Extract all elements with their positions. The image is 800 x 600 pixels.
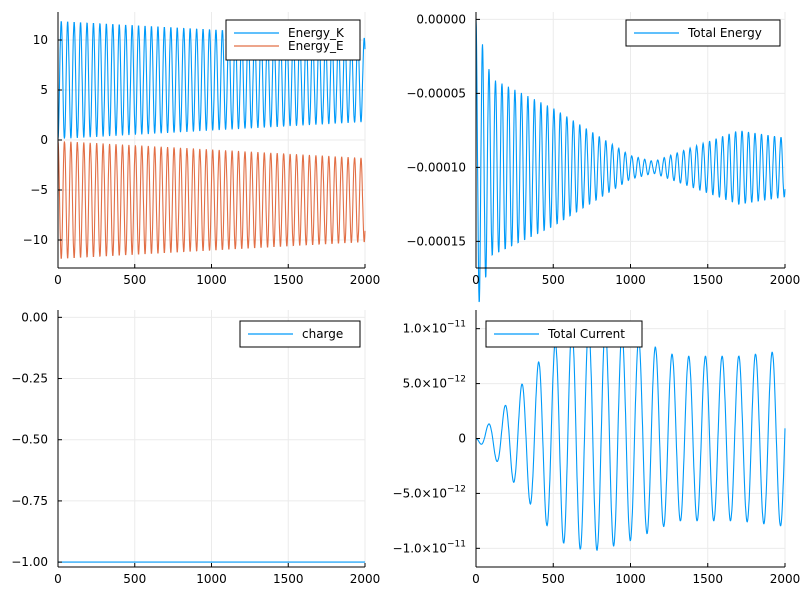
y-tick-label: −0.00015 (406, 234, 466, 248)
y-tick-label: 0 (40, 133, 48, 147)
series-line-2 (57, 140, 366, 259)
y-tick-label: −5 (30, 183, 48, 197)
series-line-1 (57, 21, 366, 140)
legend-label: Energy_E (288, 39, 344, 53)
y-tick-label: 0.00000 (416, 12, 466, 26)
legend-box (225, 19, 361, 61)
x-tick-label: 1500 (273, 273, 304, 287)
y-tick-label: −1.00 (11, 555, 48, 569)
y-tick-mantissa: 5.0×10 (403, 377, 447, 391)
y-tick-label: −0.00005 (406, 86, 466, 100)
legend-label: charge (302, 327, 343, 341)
x-tick-label: 2000 (770, 273, 800, 287)
x-tick-label: 2000 (350, 572, 381, 586)
legend-label: Total Current (547, 327, 625, 341)
x-tick-label: 500 (123, 572, 146, 586)
y-tick-exponent: −11 (447, 320, 466, 330)
y-tick-exponent: −12 (447, 484, 466, 494)
x-tick-label: 1000 (196, 273, 227, 287)
y-tick-mantissa: −5.0×10 (393, 486, 447, 500)
legend-label: Energy_K (288, 26, 345, 40)
y-tick-mantissa: 1.0×10 (403, 322, 447, 336)
x-tick-label: 1000 (615, 572, 646, 586)
subplot-1: 0 500 1000 1500 2000 10 5 0 −5 −10 Energy_KEnergy_… (23, 12, 381, 287)
x-tick-label: 0 (54, 572, 62, 586)
y-tick-label: −0.25 (11, 372, 48, 386)
legend-label: Total Energy (687, 26, 762, 40)
y-tick-label: 5.0×10−12 (403, 375, 466, 391)
series-line-1 (475, 19, 786, 303)
x-tick-label: 0 (54, 273, 62, 287)
x-tick-label: 1000 (196, 572, 227, 586)
x-tick-label: 1500 (692, 273, 723, 287)
y-tick-label: 0 (458, 432, 466, 446)
x-tick-label: 1500 (273, 572, 304, 586)
y-tick-mantissa: −1.0×10 (393, 541, 447, 555)
x-tick-label: 2000 (770, 572, 800, 586)
y-tick-label: 10 (33, 33, 48, 47)
subplot-2: 0 500 1000 1500 2000 0.00000 −0.00005 −0.00010 −… (406, 12, 800, 303)
x-tick-label: 2000 (350, 273, 381, 287)
y-tick-label: −0.00010 (406, 160, 466, 174)
y-tick-exponent: −12 (447, 375, 466, 385)
y-tick-label: −1.0×10−11 (393, 539, 466, 555)
y-tick-label: −0.50 (11, 433, 48, 447)
y-tick-label: −5.0×10−12 (393, 484, 466, 500)
x-tick-label: 0 (472, 572, 480, 586)
y-tick-label: 1.0×10−11 (403, 320, 466, 336)
legend-box (239, 320, 361, 348)
x-tick-label: 0 (472, 273, 480, 287)
y-tick-mantissa: 0 (458, 432, 466, 446)
y-tick-exponent: −11 (447, 539, 466, 549)
series-line-1 (475, 326, 786, 551)
subplot-4: 0 500 1000 1500 20001.0×10−115.0×10−120−5.0×… (393, 310, 800, 586)
x-tick-label: 500 (542, 273, 565, 287)
y-tick-label: −10 (23, 233, 48, 247)
subplot-3: 0 500 1000 1500 2000 0.00 −0.25 −0.50 −0.75 −1.00… (11, 310, 380, 586)
y-tick-label: −0.75 (11, 494, 48, 508)
x-tick-label: 500 (123, 273, 146, 287)
y-tick-label: 5 (40, 83, 48, 97)
y-tick-label: 0.00 (21, 310, 48, 324)
x-tick-label: 1500 (692, 572, 723, 586)
x-tick-label: 500 (542, 572, 565, 586)
x-tick-label: 1000 (615, 273, 646, 287)
